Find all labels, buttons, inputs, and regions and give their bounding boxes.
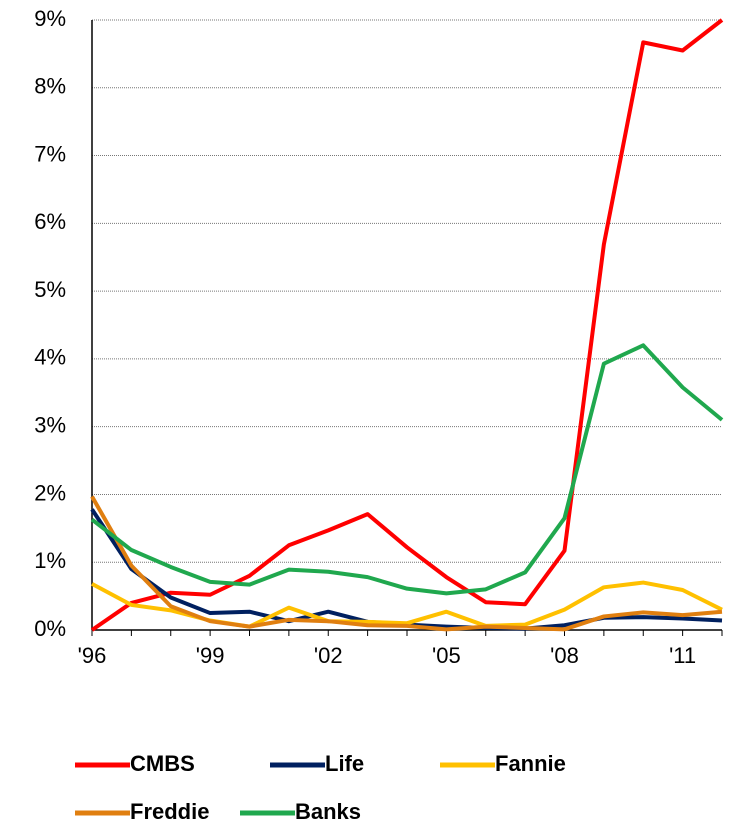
y-tick-label: 7% (34, 141, 66, 166)
x-tick-label: '08 (550, 643, 579, 668)
x-tick-label: '02 (314, 643, 343, 668)
legend-label: Life (325, 751, 364, 776)
series-line (90, 343, 724, 596)
y-tick-label: 9% (34, 6, 66, 31)
y-tick-label: 1% (34, 548, 66, 573)
series-line (90, 18, 724, 632)
y-tick-label: 8% (34, 74, 66, 99)
x-tick-label: '96 (78, 643, 107, 668)
y-tick-label: 0% (34, 616, 66, 641)
legend-label: CMBS (130, 751, 195, 776)
legend-label: Freddie (130, 799, 209, 824)
y-tick-label: 6% (34, 209, 66, 234)
legend-label: Fannie (495, 751, 566, 776)
legend-label: Banks (295, 799, 361, 824)
x-tick-label: '05 (432, 643, 461, 668)
y-tick-label: 5% (34, 277, 66, 302)
y-tick-label: 2% (34, 480, 66, 505)
y-tick-label: 3% (34, 412, 66, 437)
x-tick-label: '99 (196, 643, 225, 668)
y-tick-label: 4% (34, 345, 66, 370)
series-line (90, 495, 723, 632)
x-tick-label: '11 (669, 643, 696, 668)
